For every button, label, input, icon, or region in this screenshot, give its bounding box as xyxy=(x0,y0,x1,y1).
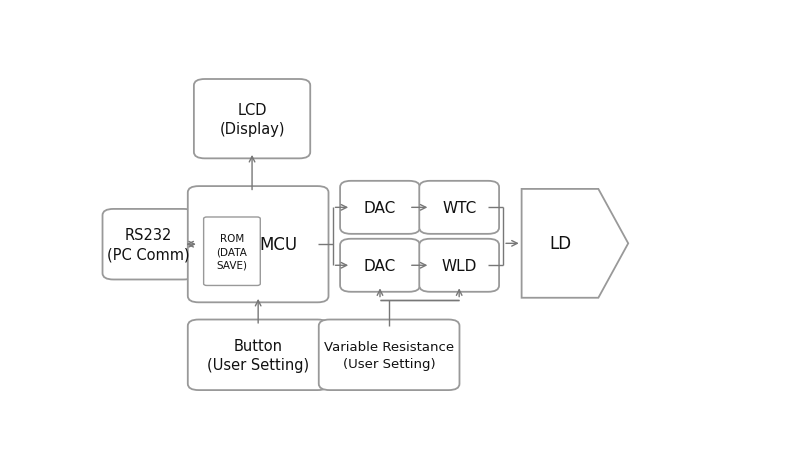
Text: DAC: DAC xyxy=(364,200,396,215)
Text: Button
(User Setting): Button (User Setting) xyxy=(207,338,309,372)
FancyBboxPatch shape xyxy=(340,239,420,292)
Text: RS232
(PC Comm): RS232 (PC Comm) xyxy=(107,228,189,262)
FancyBboxPatch shape xyxy=(188,320,329,390)
Text: Variable Resistance
(User Setting): Variable Resistance (User Setting) xyxy=(324,340,454,370)
FancyBboxPatch shape xyxy=(419,182,499,234)
Text: DAC: DAC xyxy=(364,258,396,273)
Text: MCU: MCU xyxy=(259,236,297,253)
Text: ROM
(DATA
SAVE): ROM (DATA SAVE) xyxy=(216,234,248,269)
Text: WTC: WTC xyxy=(442,200,476,215)
Text: LD: LD xyxy=(549,235,571,253)
Text: WLD: WLD xyxy=(442,258,477,273)
FancyBboxPatch shape xyxy=(319,320,460,390)
FancyBboxPatch shape xyxy=(194,80,310,159)
FancyBboxPatch shape xyxy=(204,217,260,286)
FancyBboxPatch shape xyxy=(188,187,329,303)
Polygon shape xyxy=(522,189,628,298)
FancyBboxPatch shape xyxy=(340,182,420,234)
FancyBboxPatch shape xyxy=(102,209,194,280)
FancyBboxPatch shape xyxy=(419,239,499,292)
Text: LCD
(Display): LCD (Display) xyxy=(219,102,285,136)
